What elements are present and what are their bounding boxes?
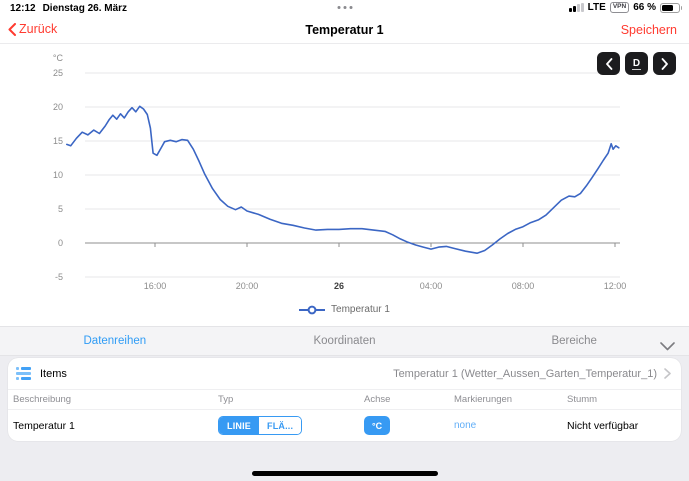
type-option-linie[interactable]: LINIE [219,417,260,435]
svg-text:20:00: 20:00 [236,281,259,291]
tab-bereiche[interactable]: Bereiche [551,335,597,347]
items-row[interactable]: Items Temperatur 1 (Wetter_Aussen_Garten… [8,358,681,390]
range-mode-button[interactable]: D [625,52,648,75]
settings-panel: Items Temperatur 1 (Wetter_Aussen_Garten… [0,356,689,481]
svg-text:08:00: 08:00 [512,281,535,291]
range-next-button[interactable] [653,52,676,75]
status-right: LTE VPN 66 % [569,2,682,13]
status-left: 12:12 Dienstag 26. März [10,3,127,14]
multitasking-dots-icon[interactable] [337,6,352,9]
list-icon [16,367,31,380]
chevron-down-icon [660,342,675,351]
chevron-right-icon [661,57,668,70]
mute-value: Nicht verfügbar [567,419,639,432]
svg-text:20: 20 [53,102,63,112]
temperature-chart: 25 20 15 10 5 0 -5 °C 16:00 20:00 26 04:00 08:00 12:0… [53,53,627,291]
type-option-flaeche[interactable]: FLÄ... [259,417,302,435]
carrier-label: LTE [587,2,606,13]
svg-text:16:00: 16:00 [144,281,167,291]
header-typ: Typ [218,394,234,405]
items-selected-value: Temperatur 1 (Wetter_Aussen_Garten_Tempe… [393,367,657,380]
chevron-left-icon [605,57,612,70]
home-indicator[interactable] [251,471,438,476]
chart-legend: Temperatur 1 [0,304,689,315]
svg-text:15: 15 [53,136,63,146]
svg-text:-5: -5 [55,272,63,282]
svg-text:25: 25 [53,68,63,78]
items-label: Items [40,367,67,380]
battery-icon [660,2,682,13]
svg-text:5: 5 [58,204,63,214]
type-segmented-control: LINIE FLÄ... [218,416,303,436]
svg-text:26: 26 [334,281,344,291]
legend-series-label: Temperatur 1 [331,304,390,315]
back-button[interactable]: Zurück [8,22,57,36]
header-achse: Achse [364,394,391,405]
svg-text:04:00: 04:00 [420,281,443,291]
datenreihen-card: Items Temperatur 1 (Wetter_Aussen_Garten… [8,358,681,441]
table-row: Temperatur 1 LINIE FLÄ... °C none Nicht … [8,410,681,441]
legend-line-marker-icon [299,305,326,314]
axis-unit-button[interactable]: °C [364,416,391,436]
collapse-panel-button[interactable] [660,338,675,356]
chart-range-toolbar: D [597,52,676,75]
header-markierungen: Markierungen [454,394,513,405]
header-stumm: Stumm [567,394,598,405]
vpn-badge: VPN [609,2,630,13]
status-date: Dienstag 26. März [42,3,128,14]
svg-text:°C: °C [53,53,64,63]
svg-text:10: 10 [53,170,63,180]
chart-area[interactable]: 25 20 15 10 5 0 -5 °C 16:00 20:00 26 04:00 08:00 12:0… [0,45,689,303]
cellular-signal-icon [569,2,584,12]
range-mode-label: D [631,57,642,70]
chevron-left-icon [8,22,16,36]
svg-text:0: 0 [58,238,63,248]
navigation-bar: Zurück Temperatur 1 Speichern [0,16,689,44]
clock: 12:12 [10,3,36,14]
tab-koordinaten[interactable]: Koordinaten [313,335,376,347]
markers-value[interactable]: none [454,420,477,431]
section-tabbar: Datenreihen Koordinaten Bereiche [0,326,689,356]
chevron-right-icon [664,368,671,379]
save-button[interactable]: Speichern [620,23,677,37]
svg-text:12:00: 12:00 [604,281,627,291]
tab-datenreihen[interactable]: Datenreihen [83,335,147,347]
range-prev-button[interactable] [597,52,620,75]
battery-percent: 66 % [633,2,656,13]
series-description: Temperatur 1 [13,419,75,432]
page-title: Temperatur 1 [305,23,384,37]
header-beschreibung: Beschreibung [13,394,72,405]
status-bar: 12:12 Dienstag 26. März LTE VPN 66 % [0,0,689,16]
back-button-label: Zurück [19,22,58,36]
table-header-row: Beschreibung Typ Achse Markierungen Stum… [8,390,681,410]
